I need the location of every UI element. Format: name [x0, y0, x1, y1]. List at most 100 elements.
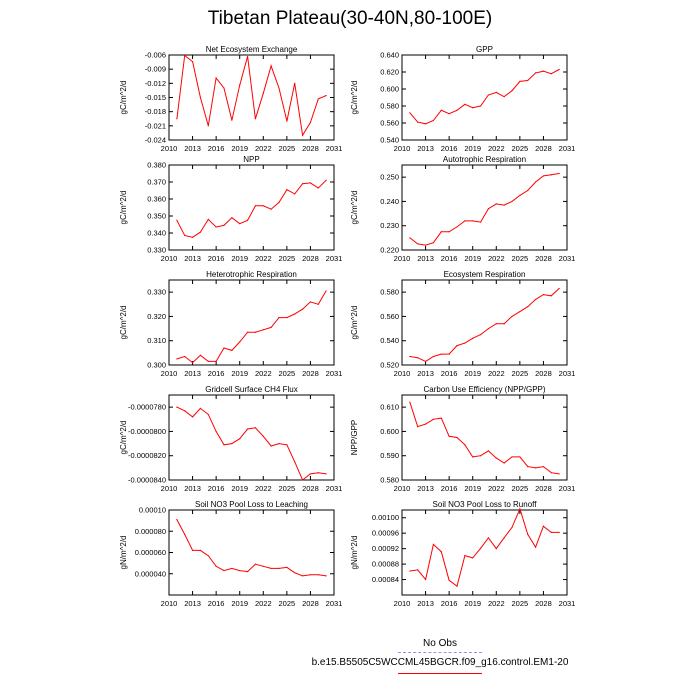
x-tick-label: 2013: [184, 144, 201, 153]
data-point: [231, 217, 233, 219]
data-point: [294, 313, 296, 315]
y-axis-label: gN/m^2/d: [350, 536, 359, 570]
data-point: [207, 413, 209, 416]
x-tick-label: 2028: [302, 599, 319, 608]
data-point: [487, 450, 490, 452]
data-point: [254, 331, 257, 333]
x-tick-label: 2031: [559, 254, 576, 263]
y-tick-label: 0.00088: [372, 560, 399, 569]
data-point: [317, 98, 319, 100]
data-point: [215, 565, 217, 567]
data-point: [231, 349, 233, 352]
y-tick-label: 0.340: [147, 229, 166, 238]
data-point: [448, 579, 450, 581]
series-line: [409, 402, 560, 475]
chart-soil-no3-pool-loss-to-runoff: Soil NO3 Pool Loss to Runoff 2010 2013 2016…: [350, 500, 575, 608]
data-point: [550, 174, 552, 176]
data-point: [215, 226, 217, 228]
y-axis-label: NPP/GPP: [350, 420, 359, 456]
data-point: [479, 334, 482, 336]
data-point: [239, 438, 241, 440]
data-point: [262, 565, 264, 567]
data-point: [207, 218, 209, 220]
plot-frame: [401, 394, 568, 481]
x-tick-label: 2016: [208, 599, 225, 608]
data-point: [286, 120, 288, 122]
x-tick-label: 2016: [441, 144, 458, 153]
data-point: [239, 569, 241, 572]
data-point: [495, 548, 497, 550]
data-point: [487, 537, 490, 539]
x-tick-label: 2013: [417, 144, 434, 153]
y-tick-label: 0.640: [380, 51, 399, 60]
series-line: [409, 507, 560, 587]
data-point: [409, 570, 411, 572]
data-point: [487, 208, 490, 210]
x-tick-label: 2025: [279, 144, 296, 153]
data-point: [527, 533, 529, 535]
page-title: Tibetan Plateau(30-40N,80-100E): [207, 8, 493, 29]
chart-title: Gridcell Surface CH4 Flux: [205, 385, 297, 394]
data-point: [184, 533, 186, 536]
y-tick-label: 0.00096: [372, 529, 399, 538]
x-tick-label: 2019: [464, 369, 481, 378]
y-tick-label: 0.610: [380, 403, 399, 412]
data-point: [239, 84, 241, 86]
x-tick-label: 2031: [326, 144, 343, 153]
data-point: [301, 575, 304, 577]
x-tick-label: 2025: [512, 144, 529, 153]
data-point: [231, 567, 233, 570]
data-point: [278, 567, 280, 570]
data-point: [558, 531, 560, 534]
y-tick-label: 0.560: [380, 312, 399, 321]
x-tick-label: 2025: [279, 599, 296, 608]
y-tick-label: 0.330: [147, 288, 166, 297]
data-point: [309, 121, 312, 124]
data-point: [479, 105, 482, 107]
data-point: [246, 219, 249, 221]
data-point: [207, 555, 209, 557]
x-tick-label: 2010: [161, 484, 178, 493]
data-point: [542, 525, 545, 527]
data-point: [558, 68, 560, 71]
x-tick-label: 2019: [231, 144, 248, 153]
x-tick-label: 2031: [559, 144, 576, 153]
data-point: [550, 531, 552, 534]
chart-title: Ecosystem Respiration: [444, 270, 526, 279]
data-point: [456, 585, 458, 587]
data-point: [542, 175, 545, 177]
plot-frame: [168, 509, 335, 596]
chart-autotrophic-respiration: Autotrophic Respiration 2010 2013 2016 2019 2…: [350, 155, 575, 263]
data-point: [503, 204, 505, 206]
y-tick-label: 0.00010: [139, 506, 166, 515]
series-line: [176, 406, 327, 481]
data-point: [246, 55, 249, 58]
data-point: [417, 357, 419, 359]
y-tick-label: 0.240: [380, 197, 399, 206]
x-tick-label: 2019: [464, 254, 481, 263]
chart-heterotrophic-respiration: Heterotrophic Respiration 2010 2013 2016 201…: [119, 270, 342, 378]
y-tick-label: 0.590: [380, 451, 399, 460]
x-tick-label: 2028: [302, 369, 319, 378]
series-line: [409, 69, 560, 125]
data-point: [448, 231, 450, 233]
x-tick-label: 2019: [231, 484, 248, 493]
x-tick-label: 2016: [441, 484, 458, 493]
y-tick-label: 0.560: [380, 119, 399, 128]
y-tick-label: -0.024: [145, 136, 166, 145]
x-tick-label: 2025: [512, 599, 529, 608]
data-point: [270, 326, 272, 328]
data-point: [215, 430, 217, 433]
x-tick-label: 2025: [279, 254, 296, 263]
chart-ecosystem-respiration: Ecosystem Respiration 2010 2013 2016 2019 202…: [350, 270, 575, 378]
x-tick-label: 2010: [161, 599, 178, 608]
data-point: [309, 473, 312, 475]
data-point: [301, 134, 304, 136]
y-tick-label: 0.600: [380, 427, 399, 436]
chart-title: Carbon Use Efficiency (NPP/GPP): [423, 385, 545, 394]
data-point: [527, 79, 529, 82]
data-point: [223, 569, 225, 572]
plot-frame: [401, 164, 568, 251]
x-tick-label: 2019: [464, 144, 481, 153]
data-point: [317, 574, 319, 576]
